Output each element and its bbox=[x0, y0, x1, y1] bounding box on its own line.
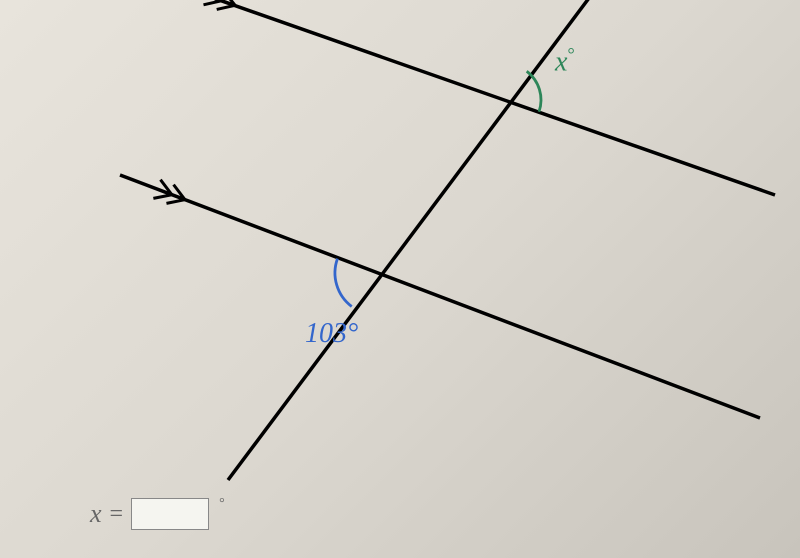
angle-x-degree: ° bbox=[567, 44, 574, 64]
angle-103-text: 103° bbox=[305, 318, 358, 349]
parallel-line-bottom bbox=[120, 175, 760, 418]
arrow-mark-bottom bbox=[153, 180, 188, 209]
answer-input[interactable] bbox=[131, 498, 209, 530]
answer-degree: ° bbox=[219, 496, 225, 512]
answer-row: x = ° bbox=[90, 498, 225, 530]
arrow-mark-top bbox=[203, 0, 238, 15]
angle-label-103: 103° bbox=[305, 318, 358, 350]
angle-arc-103 bbox=[335, 259, 352, 307]
angle-label-x: x° bbox=[555, 44, 575, 78]
diagram-canvas: x° 103° bbox=[0, 0, 800, 558]
geometry-svg bbox=[0, 0, 800, 558]
parallel-line-top bbox=[105, 0, 775, 195]
answer-equals: = bbox=[110, 501, 124, 528]
angle-x-text: x bbox=[555, 46, 567, 77]
transversal-line bbox=[228, 0, 610, 480]
answer-variable: x bbox=[90, 499, 102, 529]
